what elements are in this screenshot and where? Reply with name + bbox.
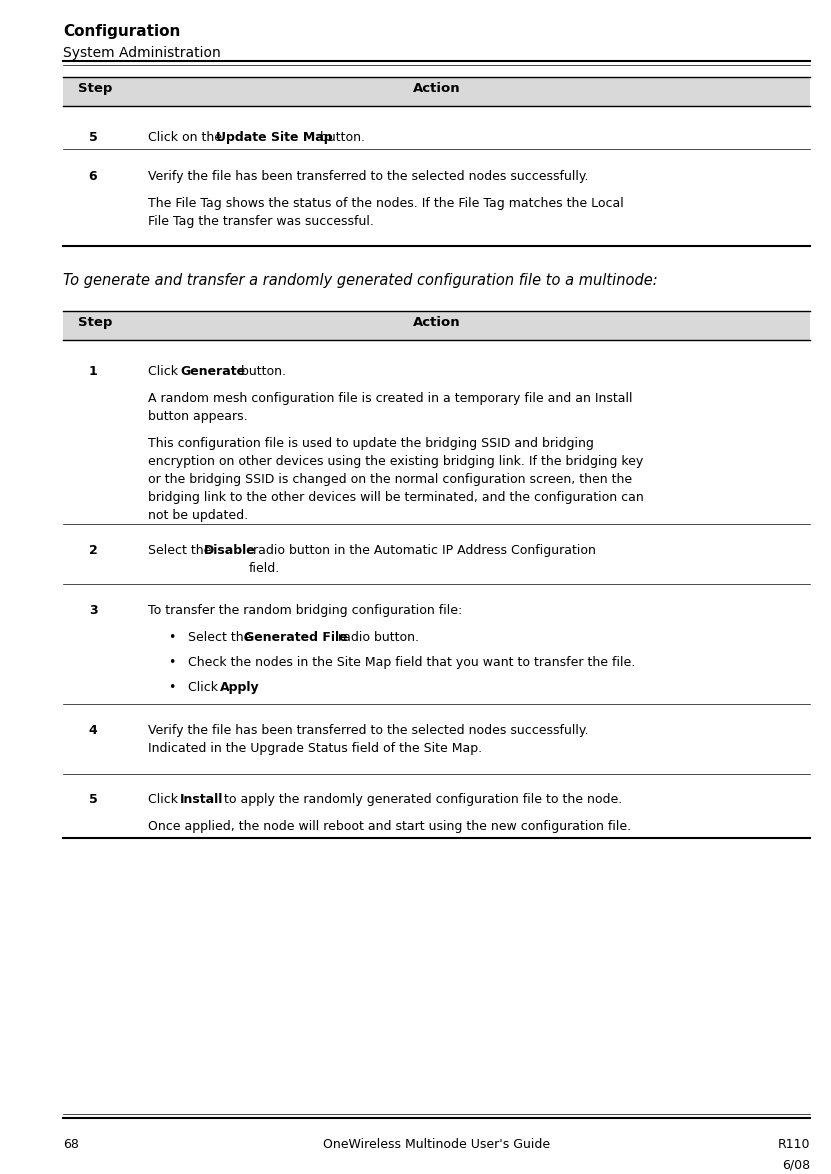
Text: Click on the: Click on the: [148, 130, 226, 143]
Text: A random mesh configuration file is created in a temporary file and an Install
b: A random mesh configuration file is crea…: [148, 392, 632, 423]
Text: radio button in the Automatic IP Address Configuration
field.: radio button in the Automatic IP Address…: [249, 545, 596, 575]
Text: 4: 4: [89, 723, 97, 736]
Text: •: •: [168, 630, 175, 645]
Text: To transfer the random bridging configuration file:: To transfer the random bridging configur…: [148, 605, 462, 618]
FancyBboxPatch shape: [63, 76, 810, 107]
Text: •: •: [168, 656, 175, 669]
Text: Click: Click: [188, 681, 222, 694]
Text: Select the: Select the: [188, 630, 255, 645]
Text: Disable: Disable: [204, 545, 256, 558]
Text: Generate: Generate: [180, 365, 245, 378]
Text: Check the nodes in the Site Map field that you want to transfer the file.: Check the nodes in the Site Map field th…: [188, 656, 635, 669]
Text: To generate and transfer a randomly generated configuration file to a multinode:: To generate and transfer a randomly gene…: [63, 274, 657, 288]
Text: 68: 68: [63, 1139, 79, 1152]
Text: to apply the randomly generated configuration file to the node.: to apply the randomly generated configur…: [220, 794, 622, 807]
Text: Configuration: Configuration: [63, 23, 180, 39]
Text: 2: 2: [89, 545, 97, 558]
Text: •: •: [168, 681, 175, 694]
Text: Apply: Apply: [220, 681, 259, 694]
Text: R110: R110: [778, 1139, 810, 1152]
Text: Select the: Select the: [148, 545, 215, 558]
Text: Update Site Map: Update Site Map: [216, 130, 332, 143]
Text: Action: Action: [413, 82, 460, 95]
Text: Verify the file has been transferred to the selected nodes successfully.: Verify the file has been transferred to …: [148, 170, 588, 183]
Text: Install: Install: [180, 794, 224, 807]
Text: button.: button.: [237, 365, 286, 378]
Text: 3: 3: [89, 605, 97, 618]
Text: Generated File: Generated File: [244, 630, 347, 645]
Text: 6/08: 6/08: [782, 1159, 810, 1172]
Text: 5: 5: [89, 794, 97, 807]
Text: System Administration: System Administration: [63, 46, 221, 60]
Text: Action: Action: [413, 317, 460, 330]
Text: Verify the file has been transferred to the selected nodes successfully.
Indicat: Verify the file has been transferred to …: [148, 723, 588, 755]
Text: 6: 6: [89, 170, 97, 183]
FancyBboxPatch shape: [63, 311, 810, 340]
Text: Click: Click: [148, 794, 182, 807]
Text: This configuration file is used to update the bridging SSID and bridging
encrypt: This configuration file is used to updat…: [148, 437, 644, 521]
Text: Step: Step: [78, 82, 112, 95]
Text: The File Tag shows the status of the nodes. If the File Tag matches the Local
Fi: The File Tag shows the status of the nod…: [148, 197, 624, 229]
Text: Click: Click: [148, 365, 182, 378]
Text: 1: 1: [89, 365, 97, 378]
Text: .: .: [252, 681, 256, 694]
Text: button.: button.: [316, 130, 365, 143]
Text: Step: Step: [78, 317, 112, 330]
Text: Once applied, the node will reboot and start using the new configuration file.: Once applied, the node will reboot and s…: [148, 821, 631, 834]
Text: radio button.: radio button.: [334, 630, 419, 645]
Text: 5: 5: [89, 130, 97, 143]
Text: OneWireless Multinode User's Guide: OneWireless Multinode User's Guide: [323, 1139, 550, 1152]
